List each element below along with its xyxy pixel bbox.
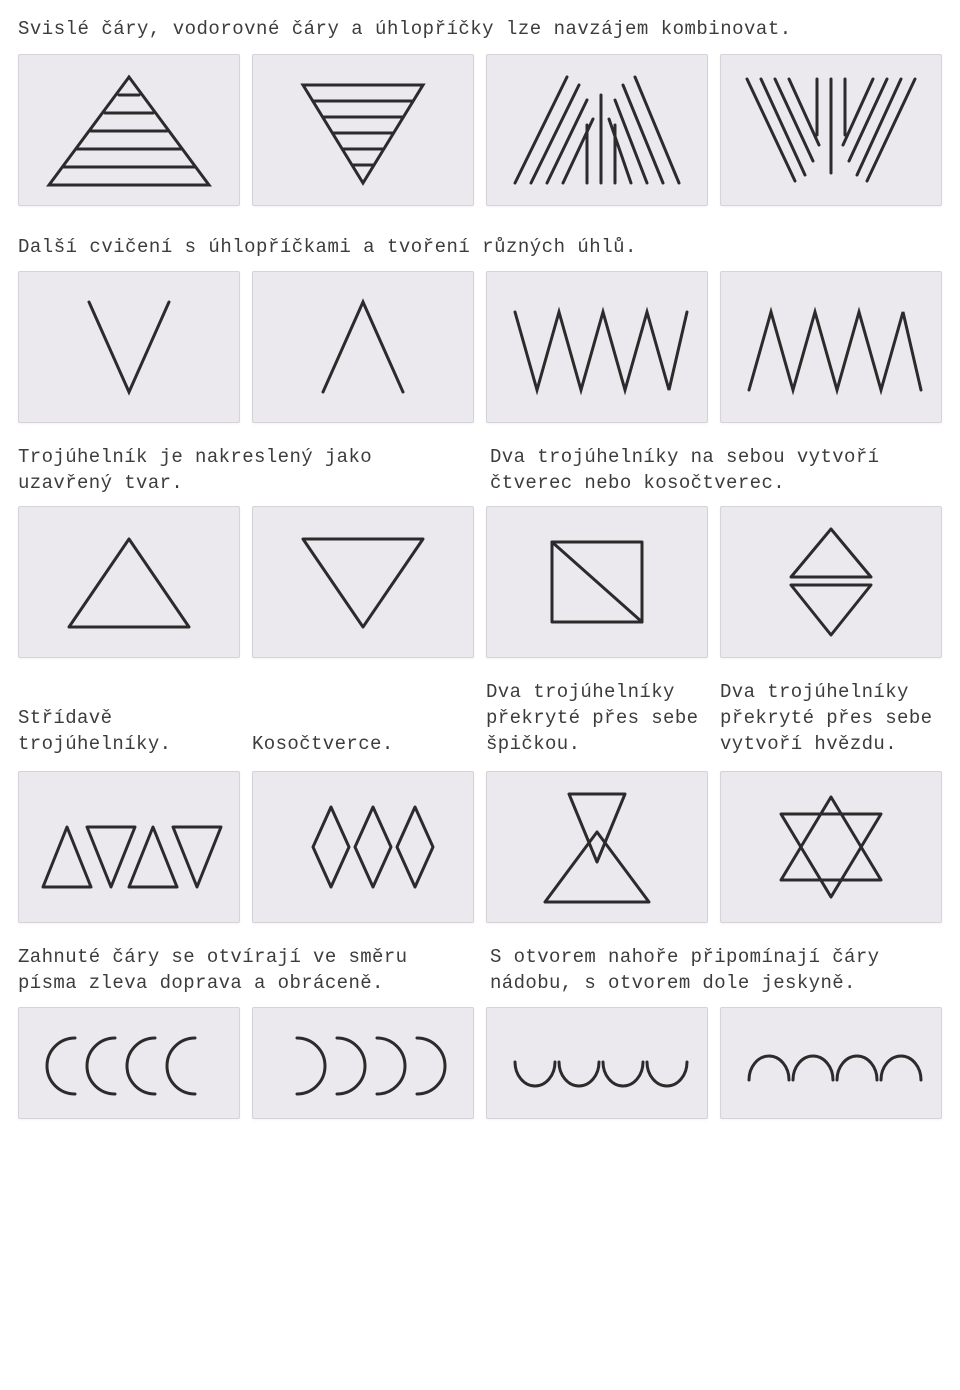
fig-2-3 (486, 271, 708, 423)
cap-4-3: Dva trojúhelníky překryté přes sebe špič… (486, 680, 708, 757)
fig-5-1 (18, 1007, 240, 1119)
fig-1-4 (720, 54, 942, 206)
cap-4-2: Kosočtverce. (252, 732, 474, 758)
fig-1-2 (252, 54, 474, 206)
fig-5-4 (720, 1007, 942, 1119)
figure-row-4 (18, 771, 942, 923)
figure-row-1 (18, 54, 942, 206)
cap-5a: Zahnuté čáry se otvírají ve směru písma … (18, 945, 470, 996)
figure-row-2 (18, 271, 942, 423)
fig-1-3 (486, 54, 708, 206)
fig-4-4 (720, 771, 942, 923)
fig-5-3 (486, 1007, 708, 1119)
caption-row-4: Střídavě trojúhelníky. Kosočtverce. Dva … (18, 680, 942, 757)
caption-row-3: Trojúhelník je nakreslený jako uzavřený … (18, 445, 942, 496)
fig-4-2 (252, 771, 474, 923)
cap-5b: S otvorem nahoře připomínají čáry nádobu… (490, 945, 942, 996)
intro-text-1: Svislé čáry, vodorovné čáry a úhlopříčky… (18, 10, 942, 54)
fig-3-3 (486, 506, 708, 658)
fig-1-1 (18, 54, 240, 206)
fig-3-2 (252, 506, 474, 658)
intro-text-2: Další cvičení s úhlopříčkami a tvoření r… (18, 228, 942, 272)
figure-row-3 (18, 506, 942, 658)
fig-2-2 (252, 271, 474, 423)
fig-2-1 (18, 271, 240, 423)
cap-4-4: Dva trojúhelníky překryté přes sebe vytv… (720, 680, 942, 757)
cap-3a: Trojúhelník je nakreslený jako uzavřený … (18, 445, 470, 496)
fig-3-4 (720, 506, 942, 658)
caption-row-5: Zahnuté čáry se otvírají ve směru písma … (18, 945, 942, 996)
fig-3-1 (18, 506, 240, 658)
figure-row-5 (18, 1007, 942, 1119)
cap-4-1: Střídavě trojúhelníky. (18, 706, 240, 757)
fig-4-3 (486, 771, 708, 923)
cap-3b: Dva trojúhelníky na sebou vytvoří čtvere… (490, 445, 942, 496)
fig-2-4 (720, 271, 942, 423)
fig-4-1 (18, 771, 240, 923)
fig-5-2 (252, 1007, 474, 1119)
